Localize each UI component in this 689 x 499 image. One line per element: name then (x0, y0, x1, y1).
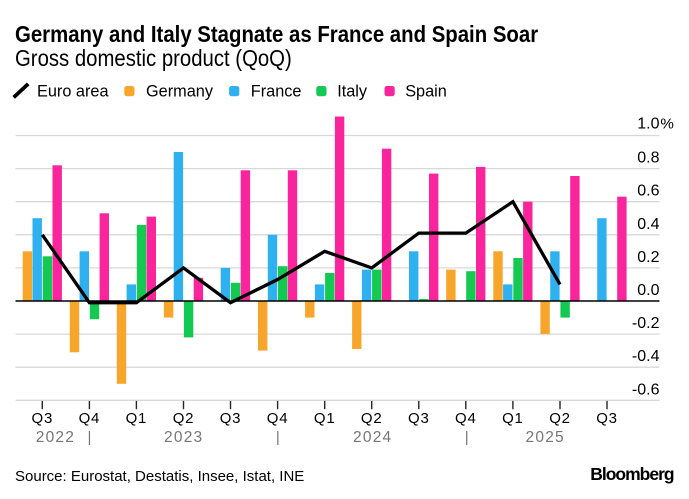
svg-text:Q1: Q1 (314, 410, 336, 427)
svg-text:Q1: Q1 (502, 410, 524, 427)
svg-text:Q2: Q2 (173, 410, 195, 427)
svg-text:Q1: Q1 (126, 410, 148, 427)
svg-text:%: % (660, 115, 674, 132)
svg-text:Germany: Germany (146, 83, 214, 101)
svg-text:Italy: Italy (337, 83, 368, 101)
svg-text:Q4: Q4 (79, 410, 101, 427)
svg-text:2024: 2024 (353, 429, 392, 446)
svg-text:1.0: 1.0 (637, 115, 659, 132)
svg-text:Q2: Q2 (549, 410, 571, 427)
svg-text:|: | (276, 429, 280, 446)
svg-text:0.0: 0.0 (637, 282, 659, 299)
svg-text:|: | (88, 429, 92, 446)
svg-text:-0.4: -0.4 (632, 348, 660, 365)
svg-text:Q3: Q3 (220, 410, 242, 427)
svg-text:France: France (251, 83, 302, 101)
svg-text:Q3: Q3 (596, 410, 618, 427)
svg-text:0.8: 0.8 (637, 150, 659, 167)
svg-text:Q2: Q2 (361, 410, 383, 427)
svg-text:Q3: Q3 (31, 410, 53, 427)
svg-text:-0.2: -0.2 (632, 315, 660, 332)
svg-text:Q3: Q3 (408, 410, 430, 427)
svg-text:0.6: 0.6 (637, 183, 659, 200)
svg-text:Euro area: Euro area (37, 83, 109, 101)
svg-text:Q4: Q4 (455, 410, 477, 427)
svg-text:|: | (465, 429, 469, 446)
svg-text:2025: 2025 (526, 429, 565, 446)
svg-text:Q4: Q4 (267, 410, 289, 427)
svg-text:-0.6: -0.6 (632, 381, 660, 398)
svg-text:Spain: Spain (405, 83, 447, 101)
svg-text:2023: 2023 (164, 429, 203, 446)
svg-text:0.2: 0.2 (637, 249, 659, 266)
svg-text:2022: 2022 (36, 429, 75, 446)
svg-text:0.4: 0.4 (637, 216, 659, 233)
